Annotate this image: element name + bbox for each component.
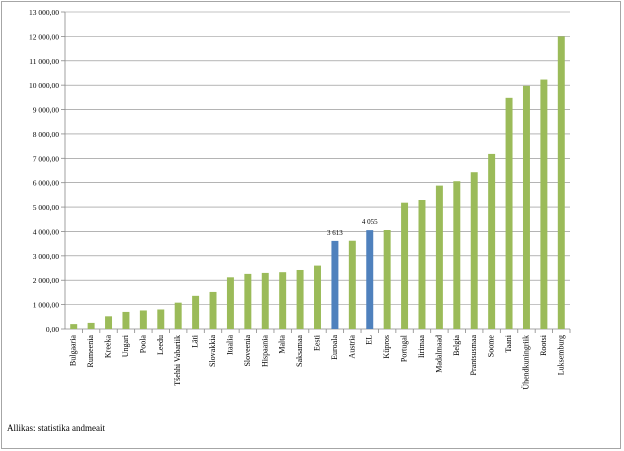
y-tick-label: 6 000,00 <box>33 179 60 188</box>
category-label: Austria <box>347 335 356 359</box>
category-label: Rumeenia <box>86 335 95 368</box>
bar <box>418 200 426 329</box>
bar <box>226 277 234 329</box>
category-label: EL <box>365 335 374 345</box>
category-label: Taani <box>504 334 513 352</box>
category-label: Iirimaa <box>417 335 426 359</box>
bar <box>488 153 496 329</box>
category-label: Kreeka <box>104 335 113 359</box>
category-label: Malta <box>278 335 287 354</box>
category-label: Sloveenia <box>243 335 252 367</box>
y-tick-label: 1 000,00 <box>33 301 60 310</box>
y-tick-label: 8 000,00 <box>33 130 60 139</box>
y-tick-label: 11 000,00 <box>29 57 59 66</box>
bar <box>435 185 443 329</box>
bar <box>296 269 304 329</box>
bar <box>87 322 95 329</box>
y-tick-label: 13 000,00 <box>29 8 59 17</box>
bar <box>314 265 321 329</box>
category-label: Küpros <box>382 335 391 359</box>
category-label: Itaalia <box>225 335 234 355</box>
bar <box>522 85 530 330</box>
y-tick-label: 7 000,00 <box>33 154 60 163</box>
data-label: 3 613 <box>327 229 343 237</box>
category-label: Euroala <box>330 335 339 360</box>
category-label: Ühendkuningriik <box>521 335 530 390</box>
y-tick-label: 4 000,00 <box>33 227 60 236</box>
bar <box>192 295 200 329</box>
category-label: Leedu <box>156 335 165 355</box>
bar <box>348 240 356 329</box>
category-label: Poola <box>138 335 147 354</box>
bar <box>279 272 287 329</box>
bar <box>209 291 217 329</box>
category-label: Madalmaad <box>434 335 443 373</box>
category-label: Tšehhi Vabariik <box>173 335 182 386</box>
bar <box>174 302 182 329</box>
bar <box>383 229 391 329</box>
category-label: Bulgaaria <box>69 335 78 367</box>
y-tick-label: 3 000,00 <box>33 252 60 261</box>
source-note: Allikas: statistika andmeait <box>7 423 105 433</box>
category-label: Rootsi <box>539 334 548 356</box>
category-label: Belgia <box>452 335 461 356</box>
bar <box>557 36 565 330</box>
bar <box>139 310 147 329</box>
bar <box>470 172 478 329</box>
category-label: Ungari <box>121 334 130 357</box>
category-label: Soome <box>487 335 496 358</box>
bar <box>331 240 339 329</box>
y-tick-label: 0,00 <box>46 325 59 334</box>
bar <box>70 324 78 329</box>
category-label: Eesti <box>313 334 322 351</box>
category-label: Slovakkia <box>208 335 217 367</box>
bar <box>505 97 513 329</box>
bar <box>105 316 113 329</box>
bar <box>157 309 165 329</box>
bar <box>401 202 409 329</box>
category-label: Luksemburg <box>556 335 565 375</box>
category-label: Prantsusmaa <box>469 335 478 376</box>
y-tick-label: 9 000,00 <box>33 106 60 115</box>
bar <box>244 273 252 329</box>
category-label: Portugal <box>400 334 409 362</box>
bar <box>540 79 548 330</box>
y-tick-label: 10 000,00 <box>29 81 59 90</box>
bar <box>122 311 130 329</box>
bar <box>261 272 269 329</box>
bar <box>453 181 461 329</box>
bar <box>366 230 374 329</box>
category-label: Saksamaa <box>295 335 304 367</box>
category-label: Hispaania <box>260 335 269 367</box>
category-label: Läti <box>191 334 200 348</box>
y-tick-label: 5 000,00 <box>33 203 60 212</box>
y-tick-label: 2 000,00 <box>33 276 60 285</box>
y-tick-label: 12 000,00 <box>29 32 59 41</box>
data-label: 4 055 <box>362 218 378 226</box>
